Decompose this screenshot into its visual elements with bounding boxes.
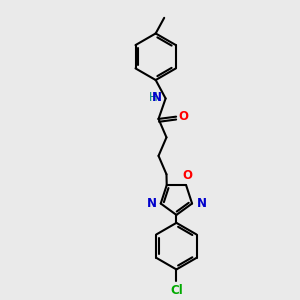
Text: O: O — [182, 169, 192, 182]
Text: N: N — [196, 197, 207, 210]
Text: H: H — [149, 91, 158, 103]
Text: N: N — [147, 197, 157, 210]
Text: N: N — [152, 91, 162, 103]
Text: Cl: Cl — [170, 284, 183, 297]
Text: O: O — [178, 110, 188, 123]
